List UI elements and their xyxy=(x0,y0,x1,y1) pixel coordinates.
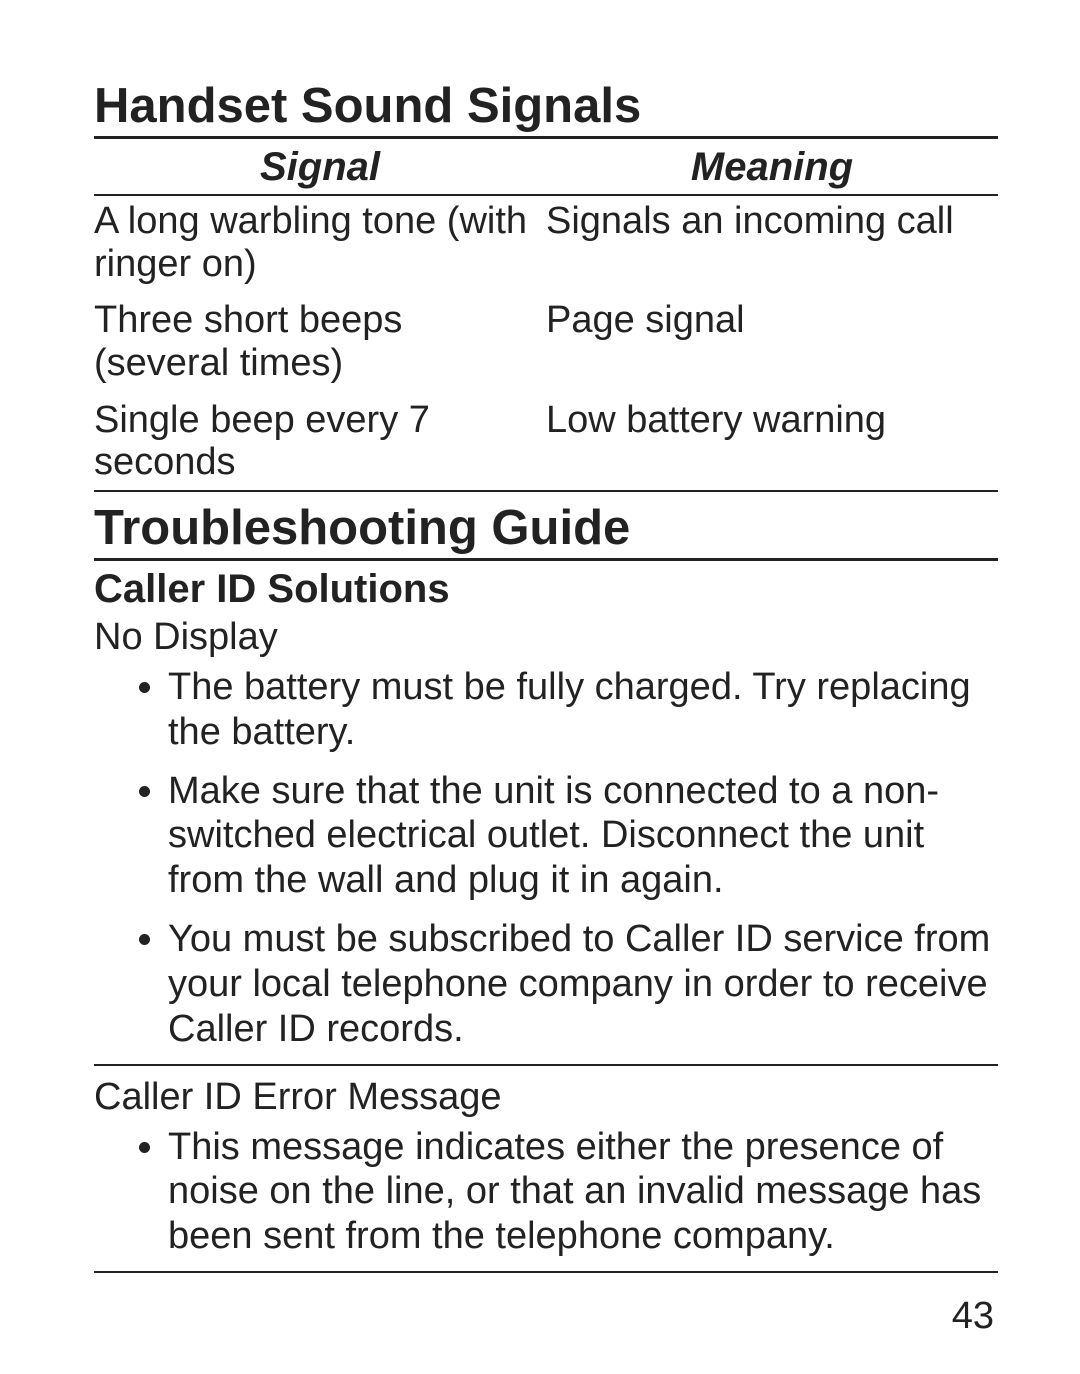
issue-title: No Display xyxy=(94,616,998,659)
bullet-list: The battery must be fully charged. Try r… xyxy=(94,665,998,1066)
meaning-cell: Low battery warning xyxy=(546,395,998,491)
issue-block-no-display: No Display The battery must be fully cha… xyxy=(94,616,998,1066)
list-item: The battery must be fully charged. Try r… xyxy=(168,665,998,755)
sound-signals-table: Signal Meaning A long warbling tone (wit… xyxy=(94,145,998,491)
subsection-title-caller-id: Caller ID Solutions xyxy=(94,567,998,612)
table-row: A long warbling tone (with ringer on) Si… xyxy=(94,195,998,295)
issue-block-caller-id-error: Caller ID Error Message This message ind… xyxy=(94,1076,998,1273)
table-row: Three short beeps (several times) Page s… xyxy=(94,295,998,394)
signal-cell: A long warbling tone (with ringer on) xyxy=(94,195,546,295)
section-title-sound-signals: Handset Sound Signals xyxy=(94,78,998,139)
list-item: You must be subscribed to Caller ID serv… xyxy=(168,917,998,1051)
bullet-list: This message indicates either the presen… xyxy=(94,1125,998,1273)
issue-title: Caller ID Error Message xyxy=(94,1076,998,1119)
table-header-meaning: Meaning xyxy=(546,145,998,195)
meaning-cell: Page signal xyxy=(546,295,998,394)
section-title-troubleshooting: Troubleshooting Guide xyxy=(94,500,998,561)
table-row: Single beep every 7 seconds Low battery … xyxy=(94,395,998,491)
list-item: This message indicates either the presen… xyxy=(168,1125,998,1259)
table-header-signal: Signal xyxy=(94,145,546,195)
signal-cell: Three short beeps (several times) xyxy=(94,295,546,394)
signal-cell: Single beep every 7 seconds xyxy=(94,395,546,491)
page-number: 43 xyxy=(952,1295,994,1338)
list-item: Make sure that the unit is connected to … xyxy=(168,769,998,903)
meaning-cell: Signals an incoming call xyxy=(546,195,998,295)
document-page: Handset Sound Signals Signal Meaning A l… xyxy=(0,0,1080,1273)
